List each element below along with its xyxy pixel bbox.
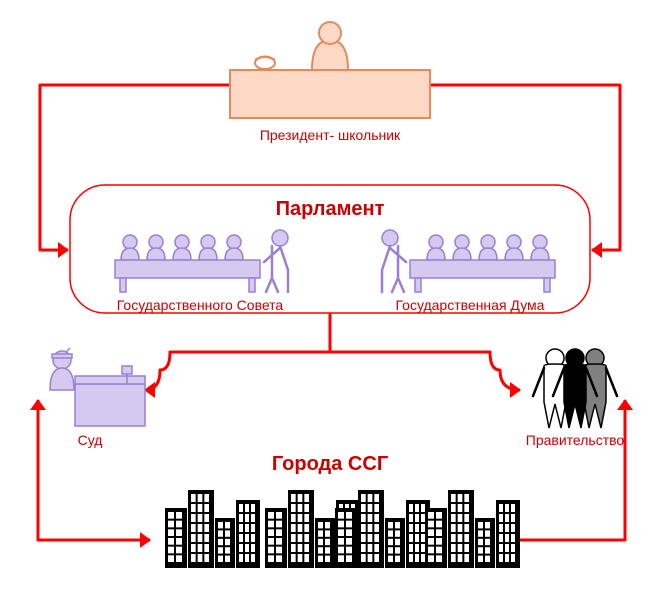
edge-pres-to-parl-left	[40, 85, 230, 250]
president-icon	[230, 22, 430, 118]
president-label: Президент- школьник	[260, 127, 401, 143]
council-icon	[115, 230, 288, 292]
government-icon	[533, 349, 617, 428]
cities-label: Города ССГ	[272, 453, 388, 475]
city-cluster	[425, 490, 520, 568]
parliament-label: Парламент	[276, 198, 385, 220]
government-label: Правительство	[526, 432, 625, 448]
edge-pres-to-parl-right	[430, 85, 620, 250]
duma-label: Государственная Дума	[396, 297, 545, 313]
court-label: Суд	[78, 432, 103, 448]
city-cluster	[165, 490, 260, 568]
council-label: Государственного Совета	[117, 297, 284, 313]
court-icon	[50, 348, 145, 426]
duma-icon	[382, 230, 555, 292]
edge-parl-to-court	[145, 352, 330, 390]
edge-parl-to-gov	[330, 352, 520, 390]
